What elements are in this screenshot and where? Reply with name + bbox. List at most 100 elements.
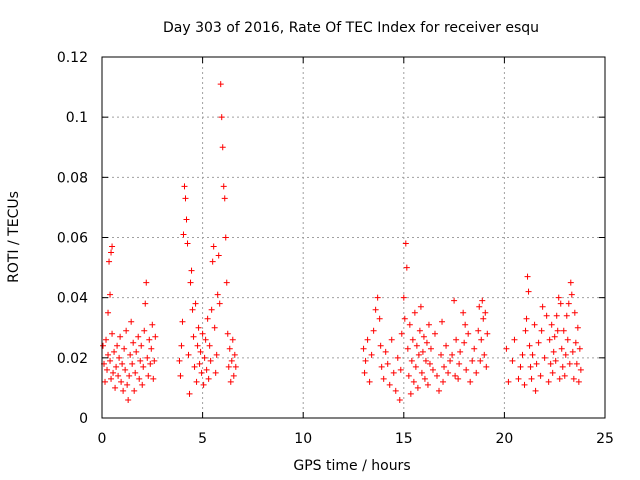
data-point: [216, 300, 223, 307]
data-point: [546, 336, 553, 343]
data-point: [411, 309, 418, 316]
data-point: [412, 363, 419, 370]
data-point: [571, 309, 578, 316]
data-point: [181, 183, 188, 190]
data-point: [548, 321, 555, 328]
x-axis-label: GPS time / hours: [293, 458, 410, 474]
y-tick-label: 0.12: [57, 50, 88, 66]
data-point: [142, 300, 149, 307]
data-point: [193, 378, 200, 385]
data-point: [436, 387, 443, 394]
data-point: [567, 279, 574, 286]
data-point: [398, 330, 405, 337]
data-point: [139, 381, 146, 388]
data-point: [408, 357, 415, 364]
y-tick-label: 0.1: [66, 110, 88, 126]
data-point: [222, 234, 229, 241]
data-point: [452, 372, 459, 379]
data-point: [528, 375, 535, 382]
data-point: [207, 357, 214, 364]
data-point: [423, 339, 430, 346]
data-point: [481, 351, 488, 358]
data-point: [189, 306, 196, 313]
data-point: [126, 372, 133, 379]
data-point: [482, 309, 489, 316]
data-point: [453, 336, 460, 343]
data-point: [539, 303, 546, 310]
grid-layer: [102, 57, 605, 418]
data-point: [229, 336, 236, 343]
data-point: [178, 342, 185, 349]
data-point: [465, 330, 472, 337]
y-tick-label: 0.04: [57, 291, 88, 307]
data-point: [397, 366, 404, 373]
data-point: [232, 363, 239, 370]
data-point: [403, 264, 410, 271]
y-tick-label: 0.08: [57, 170, 88, 186]
data-point: [209, 258, 216, 265]
data-point: [551, 333, 558, 340]
data-point: [176, 357, 183, 364]
data-point: [390, 369, 397, 376]
data-point: [425, 321, 432, 328]
data-point: [558, 345, 565, 352]
data-point: [195, 324, 202, 331]
x-tick-label: 10: [294, 431, 312, 447]
data-point: [462, 321, 469, 328]
data-point: [149, 321, 156, 328]
data-point: [185, 351, 192, 358]
data-point: [573, 360, 580, 367]
data-point: [532, 387, 539, 394]
y-axis-label: ROTI / TECUs: [6, 191, 22, 283]
data-point: [192, 300, 199, 307]
data-point: [118, 378, 125, 385]
data-point: [467, 378, 474, 385]
data-point: [208, 306, 215, 313]
data-point: [226, 345, 233, 352]
data-point: [182, 195, 189, 202]
data-point: [108, 375, 115, 382]
data-point: [545, 378, 552, 385]
data-point: [433, 372, 440, 379]
data-point: [110, 369, 117, 376]
data-point: [469, 357, 476, 364]
data-point: [570, 375, 577, 382]
data-point: [116, 354, 123, 361]
data-point: [541, 354, 548, 361]
data-point: [473, 369, 480, 376]
data-point: [380, 375, 387, 382]
y-tick-label: 0.06: [57, 231, 88, 247]
data-point: [480, 315, 487, 322]
x-tick-label: 0: [98, 431, 107, 447]
x-tick-label: 20: [495, 431, 513, 447]
data-point: [517, 363, 524, 370]
data-point: [471, 345, 478, 352]
data-point: [484, 330, 491, 337]
data-point: [418, 369, 425, 376]
data-point: [562, 351, 569, 358]
data-point: [206, 342, 213, 349]
data-point: [376, 315, 383, 322]
data-point: [136, 375, 143, 382]
data-point: [366, 378, 373, 385]
data-point: [543, 312, 550, 319]
data-point: [129, 360, 136, 367]
data-point: [527, 363, 534, 370]
data-point: [476, 303, 483, 310]
data-point: [414, 384, 421, 391]
data-point: [439, 318, 446, 325]
data-point: [196, 360, 203, 367]
data-point: [210, 243, 217, 250]
data-point: [560, 327, 567, 334]
data-point: [424, 381, 431, 388]
data-point: [404, 345, 411, 352]
axis-layer: 0 5 10 15 20 25 0 0.02 0.04 0.06 0.08 0.1 0.12: [57, 50, 614, 447]
data-point: [572, 339, 579, 346]
data-point: [553, 312, 560, 319]
data-point: [556, 375, 563, 382]
data-point: [105, 351, 112, 358]
data-point: [105, 309, 112, 316]
data-point: [566, 360, 573, 367]
data-point: [228, 357, 235, 364]
data-point: [515, 375, 522, 382]
